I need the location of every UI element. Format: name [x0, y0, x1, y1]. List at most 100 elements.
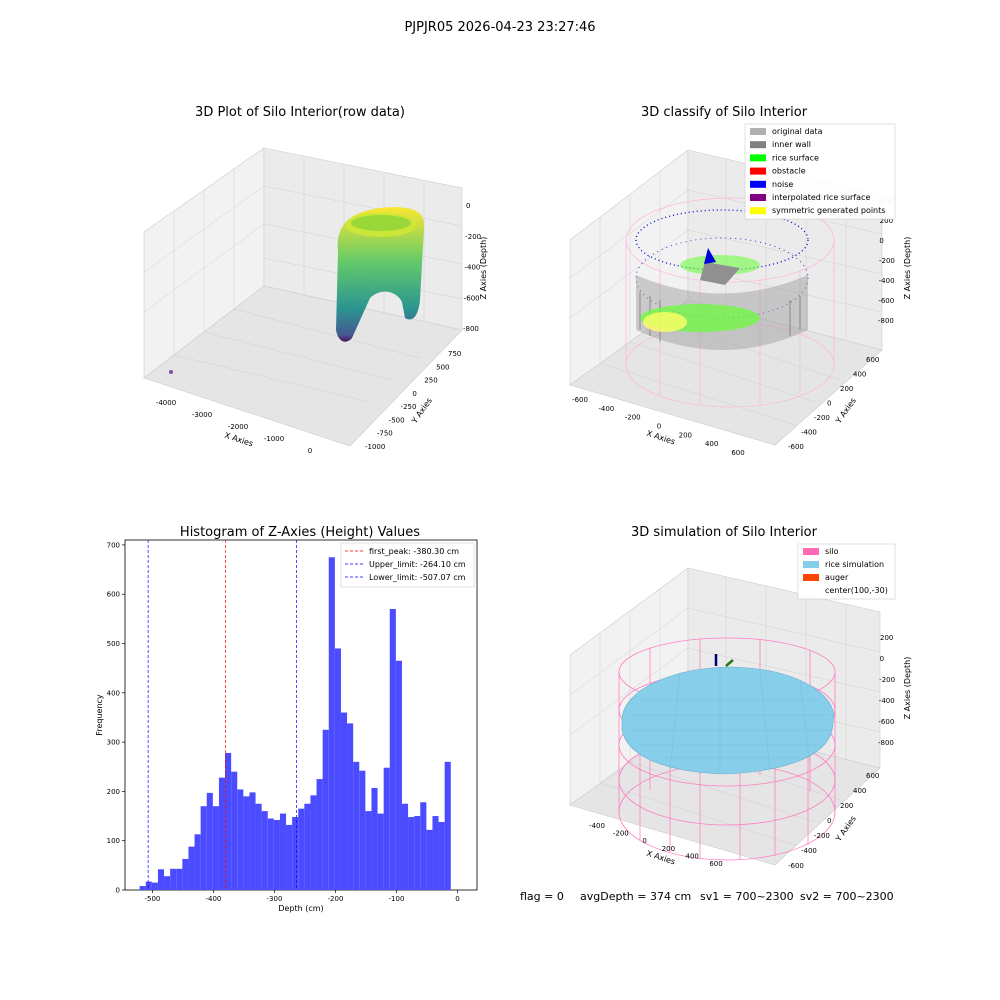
histogram-bar	[389, 609, 396, 890]
simulation-y-tick-label: -400	[801, 847, 817, 855]
raw-x-label: X Axies	[223, 431, 254, 449]
simulation-z-tick-label: 200	[880, 634, 893, 642]
histogram-bar	[371, 787, 378, 890]
histogram-bar	[249, 792, 256, 890]
simulation-x-tick-label: -400	[589, 822, 605, 830]
histogram-bar	[225, 752, 232, 890]
classify-x-tick-label: -600	[572, 396, 588, 404]
classify-y-tick-label: 0	[827, 400, 831, 408]
classify-y-tick-label: 400	[853, 371, 866, 379]
classify-x-tick-label: -400	[598, 405, 614, 413]
classify-z-tick-label: -600	[878, 297, 894, 305]
simulation-z-tick-label: -800	[878, 739, 894, 747]
footer-sv2: sv2 = 700~2300	[800, 890, 894, 903]
histogram-y-tick-label: 200	[107, 788, 120, 796]
legend-swatch	[803, 548, 819, 555]
figure-suptitle: PJPJR05 2026-04-23 23:27:46	[404, 20, 595, 35]
histogram-bar	[267, 818, 274, 890]
histogram-legend-label: first_peak: -380.30 cm	[369, 547, 459, 556]
legend-swatch	[803, 561, 819, 568]
raw-panel-title: 3D Plot of Silo Interior(row data)	[195, 105, 405, 120]
histogram-x-tick-label: -500	[145, 895, 161, 903]
legend-swatch	[750, 167, 766, 175]
legend-label: symmetric generated points	[772, 206, 885, 215]
footer-flag: flag = 0	[520, 890, 564, 903]
histogram-bar	[432, 816, 439, 890]
histogram-bar	[334, 648, 341, 890]
histogram-x-tick-label: -100	[389, 895, 405, 903]
histogram-bar	[395, 660, 402, 890]
histogram-bar	[176, 868, 183, 890]
histogram-bar	[408, 817, 415, 890]
simulation-z-tick-label: 0	[880, 655, 884, 663]
histogram-bar	[444, 761, 451, 890]
classify-legend: original data inner wall rice surface obsta…	[744, 123, 896, 220]
simulation-y-tick-label: 0	[827, 817, 831, 825]
legend-swatch	[803, 574, 819, 581]
raw-x-tick-label: 0	[308, 447, 312, 455]
histogram-bar	[316, 779, 323, 890]
raw-z-tick-label: -600	[464, 294, 480, 302]
legend-swatch	[750, 154, 766, 162]
simulation-z-ticks: -800 -600 -400 -200 0 200	[878, 634, 895, 747]
classify-y-tick-label: -200	[814, 414, 830, 422]
legend-swatch	[750, 128, 766, 135]
simulation-panel-title: 3D simulation of Silo Interior	[631, 525, 818, 540]
simulation-auger	[714, 654, 734, 667]
histogram-bar	[353, 761, 360, 890]
legend-label: interpolated rice surface	[772, 193, 870, 202]
histogram-bar	[420, 802, 427, 890]
histogram-bar	[139, 886, 146, 890]
histogram-bar	[231, 771, 238, 890]
histogram-bar	[200, 806, 207, 890]
histogram-bar	[365, 811, 372, 890]
classify-x-tick-label: 0	[657, 423, 661, 431]
histogram-bar	[212, 806, 219, 890]
raw-y-ticks: -1000 -750 -500 -250 0 250 500 750	[365, 350, 461, 451]
histogram-legend-box	[340, 542, 475, 588]
simulation-z-tick-label: -600	[878, 718, 894, 726]
histogram-x-ticks: -500 -400 -300 -200 -100 0	[145, 890, 460, 903]
classify-z-label: Z Axies (Depth)	[903, 237, 912, 300]
histogram-y-tick-label: 600	[107, 591, 120, 599]
simulation-y-tick-label: 600	[866, 772, 879, 780]
panel-classify-3d: 3D classify of Silo Interior	[569, 105, 912, 457]
histogram-bar	[383, 767, 390, 890]
simulation-x-tick-label: 0	[642, 837, 646, 845]
histogram-bar	[340, 712, 348, 890]
histogram-bar	[401, 803, 409, 890]
classify-x-tick-label: 200	[679, 431, 692, 439]
histogram-legend-label: Lower_limit: -507.07 cm	[369, 573, 466, 582]
histogram-bar	[261, 811, 268, 890]
histogram-bar	[414, 816, 421, 890]
classify-y-tick-label: -600	[788, 443, 804, 451]
classify-x-tick-label: 400	[705, 440, 718, 448]
raw-y-tick-label: 250	[424, 377, 437, 385]
histogram-y-tick-label: 100	[107, 837, 120, 845]
histogram-x-tick-label: -400	[206, 895, 222, 903]
histogram-legend-label: Upper_limit: -264.10 cm	[369, 560, 466, 569]
classify-y-tick-label: 600	[866, 356, 879, 364]
histogram-x-tick-label: -200	[328, 895, 344, 903]
simulation-x-tick-label: 600	[709, 860, 722, 868]
legend-label: rice simulation	[825, 560, 884, 569]
histogram-reference-lines	[147, 540, 297, 890]
panel-simulation-3d: 3D simulation of Silo Interior	[569, 525, 912, 870]
classify-y-tick-label: 200	[840, 385, 853, 393]
classify-x-tick-label: 600	[731, 449, 744, 457]
histogram-bar	[286, 824, 293, 890]
raw-z-tick-label: -800	[463, 325, 479, 333]
histogram-bar	[273, 820, 280, 890]
simulation-y-tick-label: 400	[853, 787, 866, 795]
raw-y-tick-label: 0	[412, 390, 416, 398]
raw-point-cloud	[169, 207, 425, 374]
histogram-bar	[279, 813, 287, 890]
simulation-x-tick-label: -200	[613, 830, 629, 838]
classify-x-label: X Axies	[645, 429, 676, 447]
histogram-bar	[322, 729, 329, 890]
histogram-bar	[188, 846, 195, 890]
histogram-y-label: Frequency	[95, 694, 104, 736]
simulation-z-tick-label: -200	[879, 676, 895, 684]
